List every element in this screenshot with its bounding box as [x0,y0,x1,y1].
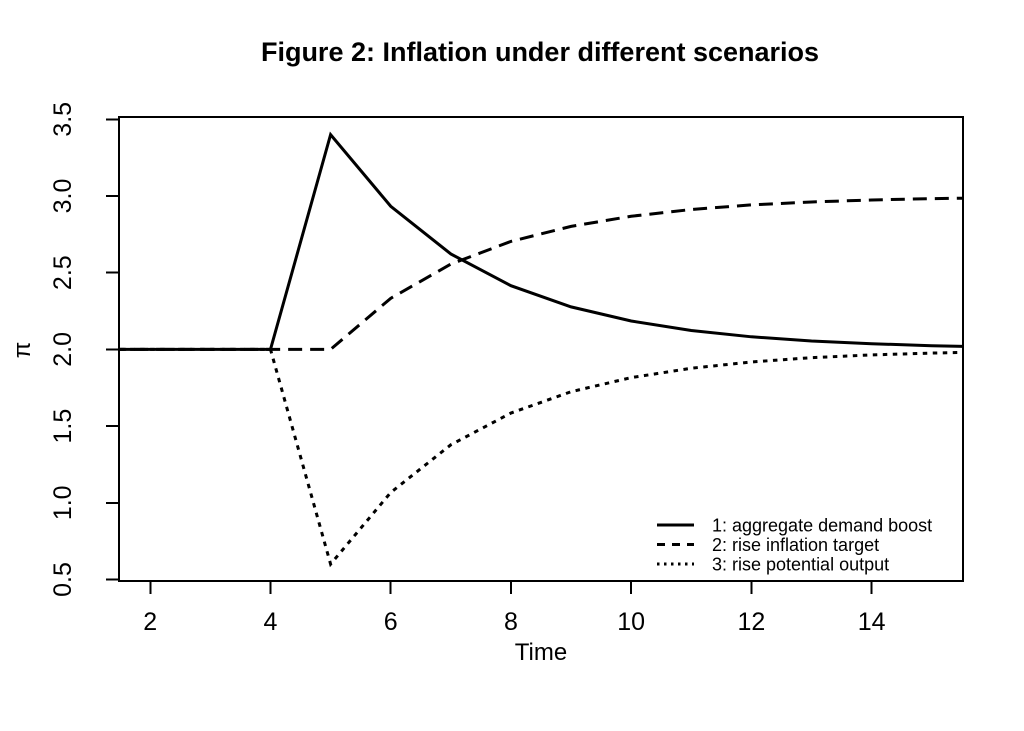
series-line-dotted [119,347,963,568]
x-axis-label: Time [515,639,567,666]
legend-label: 1: aggregate demand boost [712,516,932,536]
x-tick-label: 4 [264,608,278,636]
y-axis-label: π [9,342,36,359]
y-tick-label: 0.5 [49,562,77,597]
y-tick-label: 1.5 [49,409,77,444]
y-tick-label: 3.0 [49,179,77,214]
legend-label: 2: rise inflation target [712,535,879,555]
x-tick-label: 6 [384,608,398,636]
x-axis-ticks: 2 4 6 8 10 12 14 [143,581,886,636]
y-tick-label: 2.5 [49,255,77,290]
series-lines [119,131,963,568]
y-axis-ticks: 0.5 1.0 1.5 2.0 2.5 3.0 3.5 [49,102,119,597]
series-line-solid [119,131,963,351]
x-tick-label: 8 [504,608,518,636]
series-line-dashed [119,196,963,351]
y-tick-label: 3.5 [49,102,77,137]
y-tick-label: 2.0 [49,332,77,367]
x-tick-label: 14 [858,608,886,636]
x-tick-label: 10 [617,608,645,636]
legend-label: 3: rise potential output [712,555,889,575]
x-tick-label: 12 [737,608,765,636]
y-tick-label: 1.0 [49,485,77,520]
x-tick-label: 2 [143,608,157,636]
chart-title: Figure 2: Inflation under different scen… [261,37,819,67]
